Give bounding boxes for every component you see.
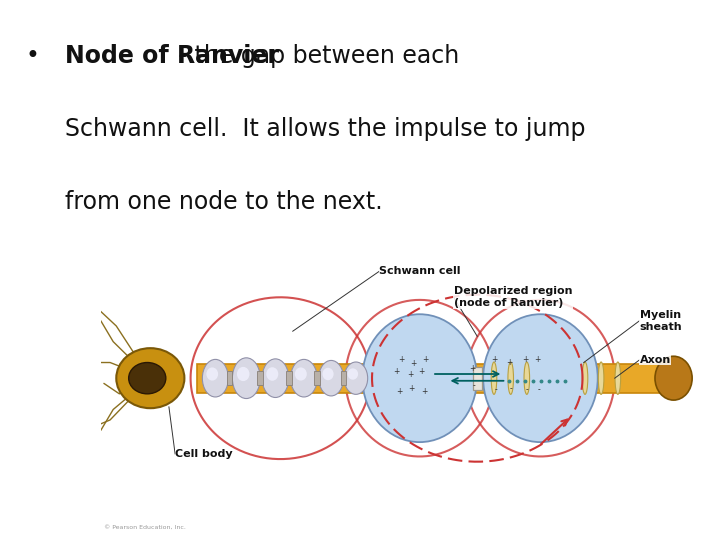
Text: +: +	[408, 369, 413, 379]
Text: -: -	[495, 385, 498, 394]
Text: +: +	[410, 359, 417, 368]
Text: +: +	[394, 367, 400, 376]
Text: +: +	[408, 384, 415, 393]
Ellipse shape	[323, 368, 333, 380]
Ellipse shape	[294, 367, 307, 381]
Text: Node of Ranvier: Node of Ranvier	[65, 44, 279, 68]
Ellipse shape	[319, 360, 343, 396]
Ellipse shape	[202, 360, 228, 397]
Ellipse shape	[508, 362, 513, 394]
Ellipse shape	[207, 367, 218, 381]
Text: -: -	[509, 384, 512, 393]
Bar	[287, 372, 292, 385]
Text: +: +	[423, 355, 429, 364]
Ellipse shape	[348, 368, 358, 380]
Ellipse shape	[362, 314, 477, 442]
Bar	[473, 367, 482, 390]
Text: +: +	[418, 367, 425, 376]
Ellipse shape	[483, 314, 598, 442]
Text: -: -	[472, 381, 475, 390]
Text: -: -	[526, 385, 528, 394]
Ellipse shape	[524, 362, 530, 394]
Text: Myelin
sheath: Myelin sheath	[639, 310, 682, 332]
Bar	[197, 363, 674, 393]
Ellipse shape	[582, 362, 588, 394]
Text: Depolarized region
(node of Ranvier): Depolarized region (node of Ranvier)	[454, 286, 572, 308]
Text: +: +	[469, 364, 475, 373]
Text: •: •	[25, 44, 39, 68]
Text: +: +	[396, 387, 402, 396]
Text: © Pearson Education, Inc.: © Pearson Education, Inc.	[104, 524, 186, 530]
Bar	[341, 372, 346, 385]
Text: Schwann cell.  It allows the impulse to jump: Schwann cell. It allows the impulse to j…	[65, 117, 585, 140]
Text: -: -	[538, 385, 541, 394]
Ellipse shape	[491, 362, 497, 394]
Ellipse shape	[655, 356, 692, 400]
Text: +: +	[398, 355, 405, 364]
Bar	[314, 372, 320, 385]
Text: Schwann cell: Schwann cell	[379, 266, 461, 276]
Text: Axon: Axon	[639, 355, 671, 365]
Text: +: +	[506, 358, 513, 367]
Ellipse shape	[262, 359, 289, 397]
Text: Cell body: Cell body	[175, 449, 233, 459]
Ellipse shape	[233, 358, 260, 399]
Ellipse shape	[615, 362, 621, 394]
Text: +: +	[522, 355, 528, 364]
Text: +: +	[491, 355, 498, 364]
Text: +: +	[420, 387, 427, 396]
Ellipse shape	[291, 360, 318, 397]
Text: +: +	[534, 355, 541, 364]
Bar	[227, 372, 233, 385]
Text: - the gap between each: - the gap between each	[171, 44, 459, 68]
Text: from one node to the next.: from one node to the next.	[65, 190, 382, 213]
Ellipse shape	[598, 362, 604, 394]
Ellipse shape	[237, 367, 250, 381]
Ellipse shape	[116, 348, 184, 408]
Bar	[257, 372, 263, 385]
Ellipse shape	[266, 367, 279, 381]
Ellipse shape	[344, 362, 368, 394]
Circle shape	[129, 362, 166, 394]
